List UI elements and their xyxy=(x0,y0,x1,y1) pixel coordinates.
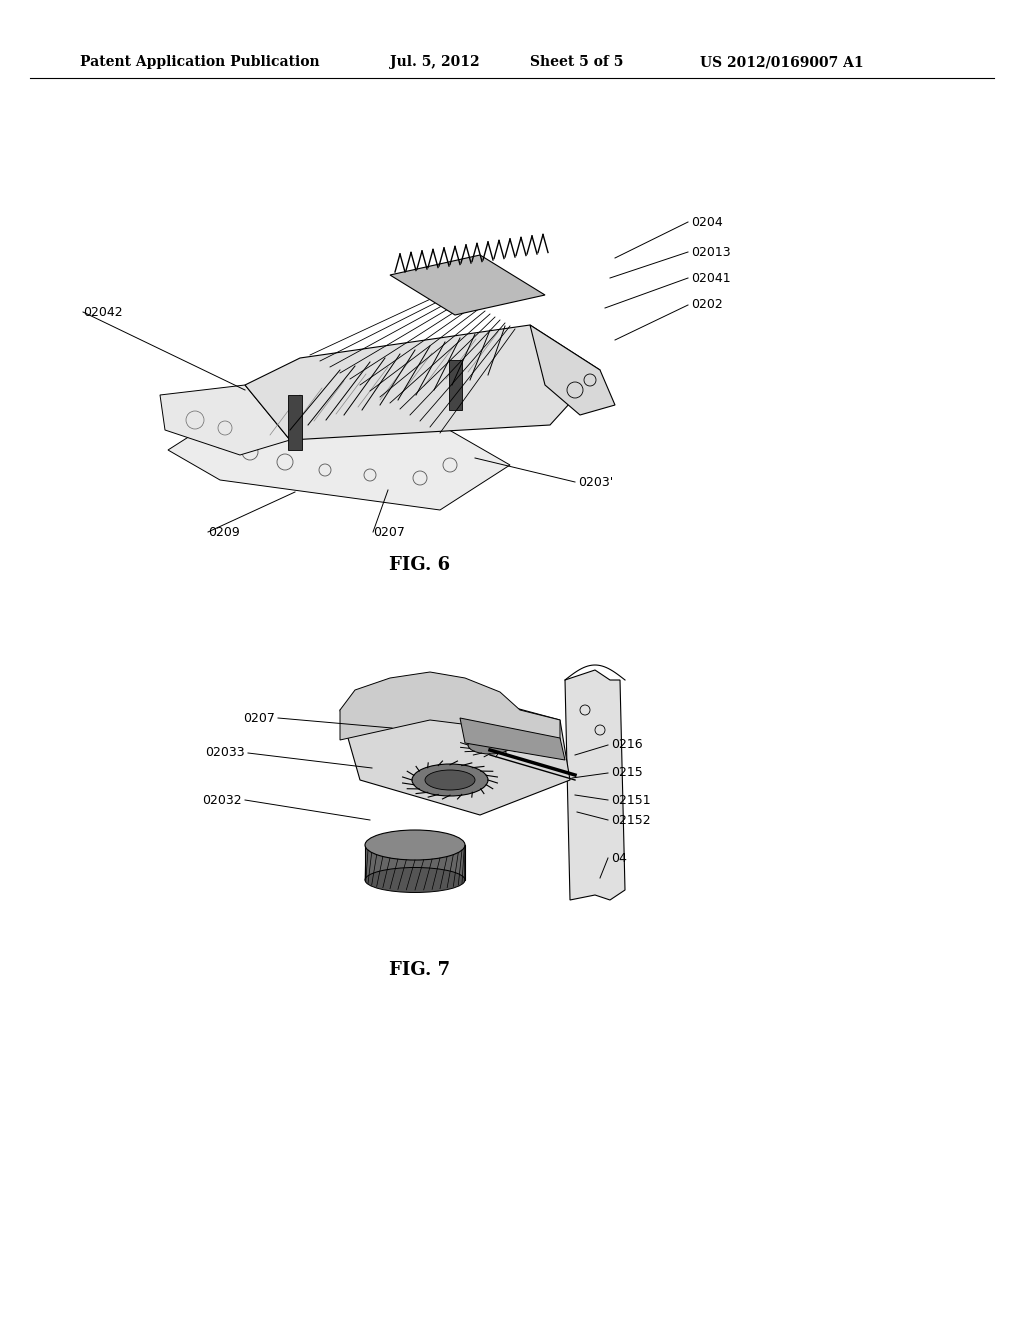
Text: 02152: 02152 xyxy=(611,813,650,826)
Polygon shape xyxy=(340,672,560,741)
Ellipse shape xyxy=(365,830,465,861)
Polygon shape xyxy=(390,255,545,315)
Polygon shape xyxy=(160,385,290,455)
Text: 0215: 0215 xyxy=(611,767,643,780)
Ellipse shape xyxy=(425,770,475,789)
Text: 0204: 0204 xyxy=(691,215,723,228)
Polygon shape xyxy=(460,718,565,760)
Text: 04: 04 xyxy=(611,851,627,865)
Text: 02032: 02032 xyxy=(203,793,242,807)
Text: FIG. 7: FIG. 7 xyxy=(389,961,451,979)
Text: Sheet 5 of 5: Sheet 5 of 5 xyxy=(530,55,624,69)
Text: Patent Application Publication: Patent Application Publication xyxy=(80,55,319,69)
Text: 0203': 0203' xyxy=(578,475,613,488)
Text: 02041: 02041 xyxy=(691,272,731,285)
Polygon shape xyxy=(245,325,600,440)
Text: 0207: 0207 xyxy=(243,711,275,725)
Text: 02033: 02033 xyxy=(206,747,245,759)
Polygon shape xyxy=(168,370,510,510)
Text: 0209: 0209 xyxy=(208,525,240,539)
Polygon shape xyxy=(530,325,615,414)
Text: 02013: 02013 xyxy=(691,246,731,259)
Polygon shape xyxy=(565,671,625,900)
Text: FIG. 6: FIG. 6 xyxy=(389,556,451,574)
FancyBboxPatch shape xyxy=(288,395,302,450)
Polygon shape xyxy=(365,845,465,880)
Text: 02042: 02042 xyxy=(83,305,123,318)
Text: Jul. 5, 2012: Jul. 5, 2012 xyxy=(390,55,479,69)
Text: 0202: 0202 xyxy=(691,298,723,312)
Ellipse shape xyxy=(412,764,488,796)
Text: 0207: 0207 xyxy=(373,525,404,539)
Ellipse shape xyxy=(365,867,465,892)
Text: US 2012/0169007 A1: US 2012/0169007 A1 xyxy=(700,55,863,69)
Polygon shape xyxy=(340,685,570,814)
Text: 0216: 0216 xyxy=(611,738,643,751)
Text: 02151: 02151 xyxy=(611,793,650,807)
Ellipse shape xyxy=(468,737,512,754)
FancyBboxPatch shape xyxy=(449,360,462,411)
